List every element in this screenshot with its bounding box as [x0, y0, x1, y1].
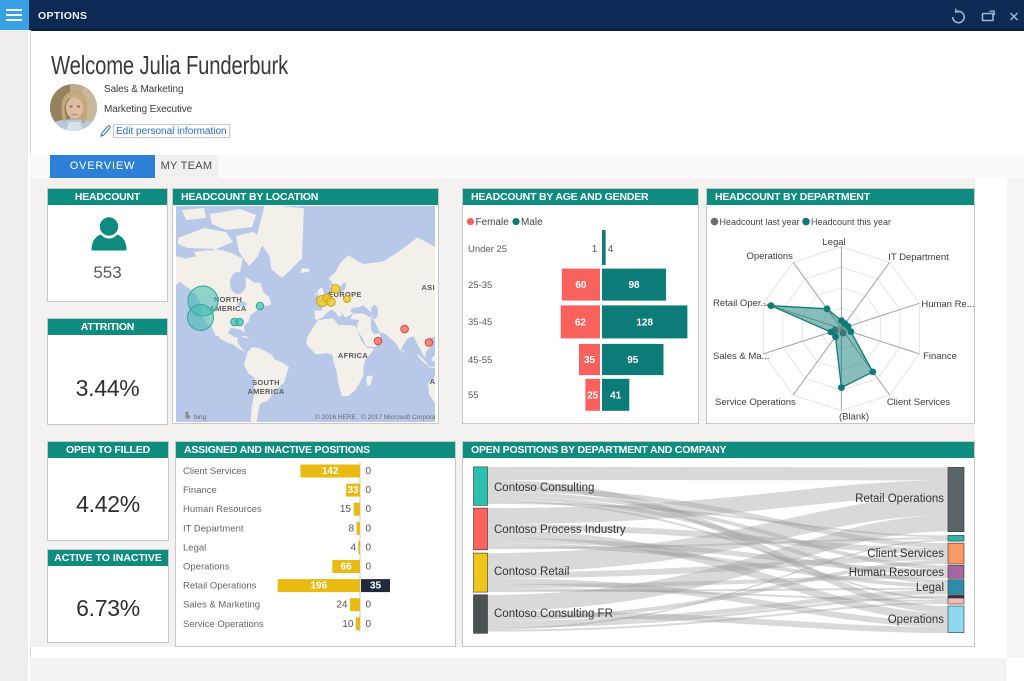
svg-text:Retail Operations: Retail Operations: [183, 581, 257, 592]
svg-text:62: 62: [575, 317, 587, 328]
svg-text:35: 35: [370, 581, 382, 592]
svg-text:Under 25: Under 25: [468, 244, 507, 255]
svg-text:Human Resources: Human Resources: [849, 567, 944, 579]
svg-text:Headcount this year: Headcount this year: [811, 217, 891, 227]
svg-text:8: 8: [348, 523, 354, 534]
svg-text:bing: bing: [194, 414, 207, 421]
svg-text:0: 0: [366, 562, 372, 573]
svg-text:Contoso Consulting: Contoso Consulting: [494, 482, 594, 494]
svg-text:15: 15: [340, 504, 352, 515]
svg-text:Headcount last year: Headcount last year: [720, 217, 800, 227]
svg-text:Client Services: Client Services: [887, 397, 951, 408]
svg-text:Legal: Legal: [916, 582, 944, 594]
svg-text:NORTH: NORTH: [214, 295, 242, 304]
svg-text:AL: AL: [430, 377, 435, 386]
svg-text:Client Services: Client Services: [183, 466, 247, 477]
svg-text:IT Department: IT Department: [888, 252, 949, 263]
svg-text:Legal: Legal: [822, 237, 845, 248]
svg-text:45-55: 45-55: [468, 355, 492, 366]
svg-text:Male: Male: [521, 217, 543, 228]
svg-text:Female: Female: [476, 217, 510, 228]
svg-text:AFRICA: AFRICA: [338, 351, 368, 360]
svg-text:Operations: Operations: [888, 614, 945, 626]
svg-text:Operations: Operations: [183, 562, 230, 573]
svg-text:Contoso Process Industry: Contoso Process Industry: [494, 524, 626, 536]
svg-text:Service Operations: Service Operations: [183, 619, 264, 630]
svg-text:EUROPE: EUROPE: [328, 290, 361, 299]
svg-text:25: 25: [587, 390, 599, 401]
svg-text:0: 0: [366, 619, 372, 630]
svg-text:0: 0: [366, 485, 372, 496]
svg-text:(Blank): (Blank): [839, 412, 869, 423]
svg-text:Client Services: Client Services: [867, 548, 944, 560]
svg-text:35-45: 35-45: [468, 317, 492, 328]
svg-text:Contoso Consulting FR: Contoso Consulting FR: [494, 608, 613, 620]
svg-text:SOUTH: SOUTH: [252, 378, 280, 387]
svg-text:Retail Operations: Retail Operations: [855, 493, 944, 505]
svg-text:98: 98: [628, 280, 640, 291]
svg-text:24: 24: [336, 600, 348, 611]
svg-text:60: 60: [575, 280, 587, 291]
svg-text:0: 0: [366, 523, 372, 534]
svg-text:196: 196: [310, 581, 327, 592]
svg-text:4: 4: [608, 244, 614, 255]
svg-text:33: 33: [347, 485, 359, 496]
svg-text:0: 0: [366, 542, 372, 553]
svg-text:Human Resources: Human Resources: [183, 504, 262, 515]
svg-text:4: 4: [350, 542, 356, 553]
svg-text:66: 66: [341, 562, 353, 573]
svg-text:Contoso Retail: Contoso Retail: [494, 566, 569, 578]
svg-text:Finance: Finance: [923, 351, 957, 362]
svg-text:142: 142: [322, 466, 339, 477]
svg-text:Service Operations: Service Operations: [715, 397, 796, 408]
svg-text:95: 95: [627, 355, 639, 366]
svg-text:Finance: Finance: [183, 485, 217, 496]
svg-text:25-35: 25-35: [468, 280, 492, 291]
svg-text:IT Department: IT Department: [183, 523, 244, 534]
svg-text:Legal: Legal: [183, 542, 206, 553]
svg-text:128: 128: [636, 317, 653, 328]
svg-text:0: 0: [366, 466, 372, 477]
svg-text:10: 10: [342, 619, 354, 630]
svg-text:1: 1: [592, 244, 598, 255]
svg-text:AMERICA: AMERICA: [209, 304, 246, 313]
svg-text:© 2017 Microsoft Corporation: © 2017 Microsoft Corporation: [361, 413, 435, 421]
svg-text:Operations: Operations: [746, 251, 793, 262]
svg-text:41: 41: [610, 390, 622, 401]
svg-text:Human Re...: Human Re...: [921, 299, 974, 310]
svg-text:AMERICA: AMERICA: [247, 387, 284, 396]
svg-text:0: 0: [366, 600, 372, 611]
svg-text:Retail Oper...: Retail Oper...: [713, 298, 768, 309]
svg-text:Sales & Ma...: Sales & Ma...: [713, 351, 770, 362]
svg-text:0: 0: [366, 504, 372, 515]
svg-text:55: 55: [468, 390, 479, 401]
svg-text:35: 35: [584, 355, 596, 366]
svg-text:Sales & Marketing: Sales & Marketing: [183, 600, 260, 611]
svg-text:© 2016 HERE: © 2016 HERE: [315, 413, 357, 421]
